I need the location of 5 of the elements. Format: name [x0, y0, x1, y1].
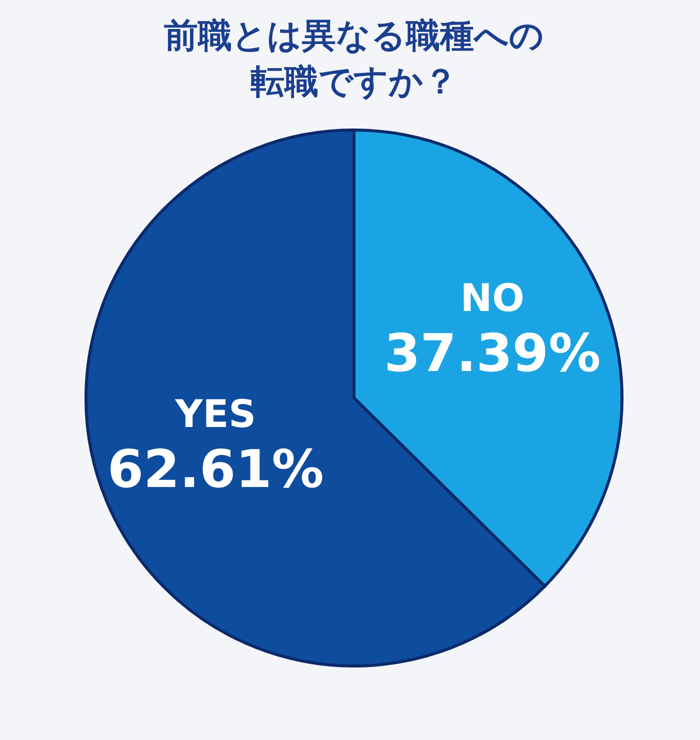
data-label: 37.39%: [384, 324, 601, 384]
data-label: 62.61%: [107, 440, 324, 500]
slice-label: YES: [174, 392, 256, 436]
chart-title: 前職とは異なる職種への転職ですか？: [164, 16, 544, 102]
slice-label: NO: [460, 276, 524, 320]
